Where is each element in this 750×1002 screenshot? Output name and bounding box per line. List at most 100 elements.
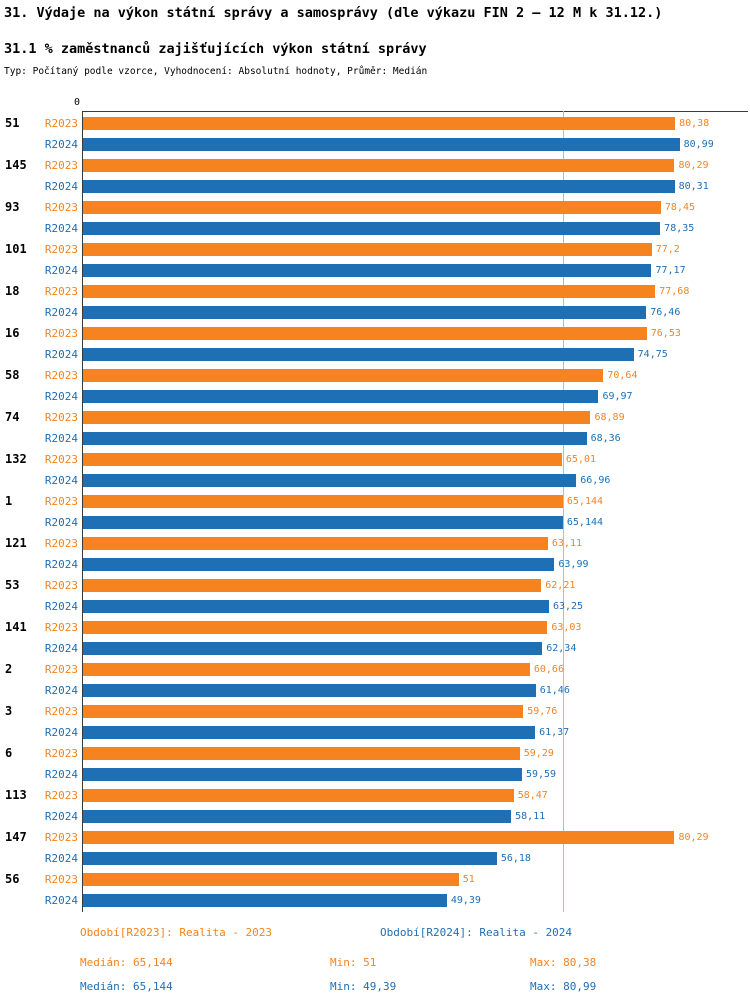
group-id-label: 101 [5, 242, 27, 256]
bar-row-r2024: R2024 68,36 [0, 428, 750, 449]
series-label: R2024 [44, 600, 78, 613]
legend-r2024: Období[R2024]: Realita - 2024 [380, 926, 573, 939]
bar-row-r2024: R2024 59,59 [0, 764, 750, 785]
bar-row-r2023: R2023 78,45 [0, 197, 750, 218]
bar-value-label: 59,59 [525, 769, 557, 780]
bar-group: 3 R2023 59,76 R2024 61,37 [0, 701, 750, 743]
bar-value-label: 59,29 [523, 748, 554, 759]
group-id-label: 56 [5, 872, 20, 886]
bar-row-r2024: R2024 63,25 [0, 596, 750, 617]
bar-value-label: 65,144 [566, 517, 604, 528]
bar-row-r2024: R2024 69,97 [0, 386, 750, 407]
bar-value-label: 66,96 [580, 475, 611, 486]
bar-r2024 [83, 516, 563, 529]
stat-max-r2024: Max: 80,99 [530, 980, 597, 993]
bar-r2024 [83, 138, 680, 151]
bar-r2024 [83, 726, 536, 739]
bar-value-label: 63,11 [551, 538, 583, 549]
bar-row-r2023: R2023 80,29 [0, 155, 750, 176]
bar-group: 18 R2023 77,68 R2024 76,46 [0, 281, 750, 323]
series-label: R2024 [44, 264, 78, 277]
bar-row-r2024: R2024 77,17 [0, 260, 750, 281]
series-label: R2024 [44, 222, 78, 235]
bar-r2023 [83, 789, 514, 802]
bar-group: 132 R2023 65,01 R2024 66,96 [0, 449, 750, 491]
bar-row-r2023: R2023 51 [0, 869, 750, 890]
series-label: R2024 [44, 432, 78, 445]
bar-value-label: 78,45 [664, 202, 696, 213]
bar-row-r2024: R2024 78,35 [0, 218, 750, 239]
bar-value-label: 68,36 [590, 433, 621, 444]
group-id-label: 147 [5, 830, 27, 844]
bar-value-label: 80,31 [678, 181, 709, 192]
chart-typeline: Typ: Počítaný podle vzorce, Vyhodnocení:… [4, 66, 428, 77]
series-label: R2023 [44, 621, 78, 634]
series-label: R2023 [44, 831, 78, 844]
bar-row-r2023: R2023 58,47 [0, 785, 750, 806]
bar-value-label: 68,89 [594, 412, 625, 423]
bar-r2024 [83, 684, 536, 697]
bar-group: 53 R2023 62,21 R2024 63,25 [0, 575, 750, 617]
series-label: R2023 [44, 663, 78, 676]
series-label: R2023 [44, 747, 78, 760]
series-label: R2023 [44, 495, 78, 508]
bar-value-label: 65,01 [565, 454, 597, 465]
bar-r2024 [83, 894, 447, 907]
bar-row-r2023: R2023 63,03 [0, 617, 750, 638]
bar-row-r2024: R2024 61,46 [0, 680, 750, 701]
bar-value-label: 63,03 [551, 622, 582, 633]
bar-r2023 [83, 495, 563, 508]
series-label: R2024 [44, 558, 78, 571]
bar-row-r2024: R2024 49,39 [0, 890, 750, 911]
bar-value-label: 80,29 [678, 160, 709, 171]
bar-row-r2024: R2024 56,18 [0, 848, 750, 869]
bar-value-label: 62,34 [546, 643, 577, 654]
bar-value-label: 70,64 [607, 370, 638, 381]
bar-row-r2024: R2024 80,31 [0, 176, 750, 197]
series-label: R2024 [44, 768, 78, 781]
bar-value-label: 76,53 [650, 328, 681, 339]
series-label: R2023 [44, 579, 78, 592]
bar-r2023 [83, 117, 676, 130]
bar-r2024 [83, 642, 543, 655]
series-label: R2024 [44, 474, 78, 487]
bar-row-r2023: R2023 63,11 [0, 533, 750, 554]
bar-r2024 [83, 852, 497, 865]
series-label: R2023 [44, 243, 78, 256]
bar-r2024 [83, 810, 512, 823]
group-id-label: 2 [5, 662, 13, 676]
bar-group: 6 R2023 59,29 R2024 59,59 [0, 743, 750, 785]
bar-group: 51 R2023 80,38 R2024 80,99 [0, 113, 750, 155]
series-label: R2023 [44, 873, 78, 886]
series-label: R2023 [44, 453, 78, 466]
bar-row-r2024: R2024 66,96 [0, 470, 750, 491]
series-label: R2024 [44, 306, 78, 319]
bar-group: 74 R2023 68,89 R2024 68,36 [0, 407, 750, 449]
bar-r2024 [83, 306, 647, 319]
bar-value-label: 63,25 [552, 601, 584, 612]
bar-row-r2024: R2024 74,75 [0, 344, 750, 365]
bar-r2023 [83, 747, 520, 760]
bar-group: 58 R2023 70,64 R2024 69,97 [0, 365, 750, 407]
bar-r2024 [83, 222, 661, 235]
group-id-label: 3 [5, 704, 13, 718]
bar-value-label: 63,99 [558, 559, 589, 570]
group-id-label: 132 [5, 452, 27, 466]
series-label: R2023 [44, 369, 78, 382]
series-label: R2023 [44, 201, 78, 214]
group-id-label: 6 [5, 746, 13, 760]
group-id-label: 113 [5, 788, 27, 802]
bar-group: 2 R2023 60,66 R2024 61,46 [0, 659, 750, 701]
bar-r2023 [83, 411, 591, 424]
bar-groups: 51 R2023 80,38 R2024 80,99 145 R2023 80,29 R2024… [0, 113, 750, 911]
bar-value-label: 77,2 [655, 244, 680, 255]
stat-min-r2024: Min: 49,39 [330, 980, 397, 993]
bar-row-r2024: R2024 62,34 [0, 638, 750, 659]
series-label: R2023 [44, 705, 78, 718]
bar-value-label: 49,39 [450, 895, 481, 906]
chart-subtitle: 31.1 % zaměstnanců zajišťujících výkon s… [4, 41, 427, 57]
bar-r2023 [83, 327, 647, 340]
bar-row-r2023: R2023 77,2 [0, 239, 750, 260]
stat-min-r2023: Min: 51 [330, 956, 377, 969]
